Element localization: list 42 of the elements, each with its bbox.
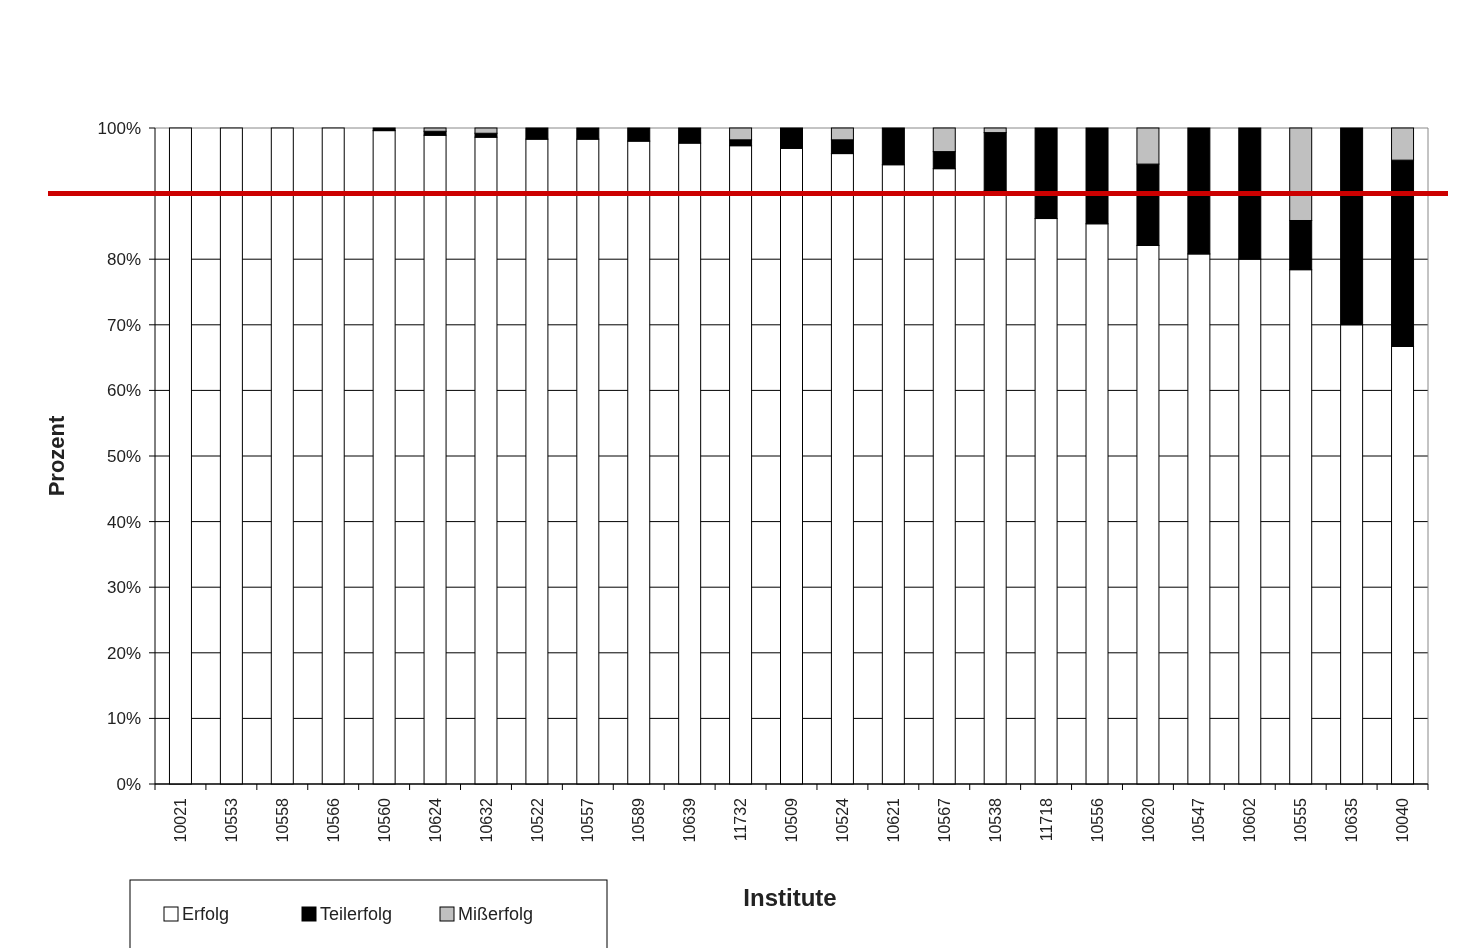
x-tick-label: 10621: [884, 797, 902, 843]
y-tick-label: 100%: [97, 118, 141, 138]
x-tick-label: 10566: [324, 797, 342, 843]
bar: [474, 127, 498, 134]
y-axis-title: Prozent: [44, 415, 69, 497]
x-tick-label: 10556: [1088, 797, 1106, 843]
x-tick-label: 10558: [273, 797, 291, 843]
x-tick-label: 10620: [1139, 797, 1157, 843]
x-tick-label: 10555: [1292, 797, 1310, 843]
y-tick-label: 80%: [106, 250, 141, 270]
bar: [423, 127, 447, 132]
x-tick-label: 10602: [1241, 797, 1259, 843]
x-tick-label: 10589: [630, 797, 648, 843]
y-tick-label: 40%: [106, 512, 141, 532]
x-tick-label: 10624: [426, 797, 444, 843]
x-tick-label: 10567: [935, 797, 953, 843]
x-tick-label: 11732: [732, 797, 750, 842]
x-tick-label: 10553: [222, 797, 240, 843]
x-tick-label: 10040: [1394, 797, 1412, 843]
x-tick-label: 10560: [375, 797, 393, 843]
x-tick-label: 10509: [783, 797, 801, 843]
x-tick-label: 10547: [1190, 797, 1208, 843]
y-tick-label: 60%: [106, 381, 141, 401]
x-tick-label: 10538: [986, 797, 1004, 843]
y-tick-label: 10%: [106, 709, 141, 729]
x-axis-title: Institute: [743, 884, 837, 911]
y-tick-label: 70%: [106, 315, 141, 335]
x-tick-label: 10639: [681, 797, 699, 843]
legend-label: Mißerfolg: [458, 904, 534, 925]
x-tick-label: 10632: [477, 797, 495, 843]
y-tick-label: 20%: [106, 643, 141, 663]
y-tick-label: 50%: [106, 446, 141, 466]
x-tick-label: 10635: [1343, 797, 1361, 843]
x-tick-label: 10557: [579, 797, 597, 843]
x-tick-label: 10522: [528, 797, 546, 843]
y-tick-label: 30%: [106, 578, 141, 598]
x-tick-label: 10524: [834, 797, 852, 843]
x-tick-label: 10021: [172, 797, 190, 843]
y-tick-label: 0%: [116, 774, 141, 794]
x-tick-label: 11718: [1037, 797, 1055, 842]
legend-label: Erfolg: [182, 904, 230, 925]
legend-label: Teilerfolg: [320, 904, 393, 925]
